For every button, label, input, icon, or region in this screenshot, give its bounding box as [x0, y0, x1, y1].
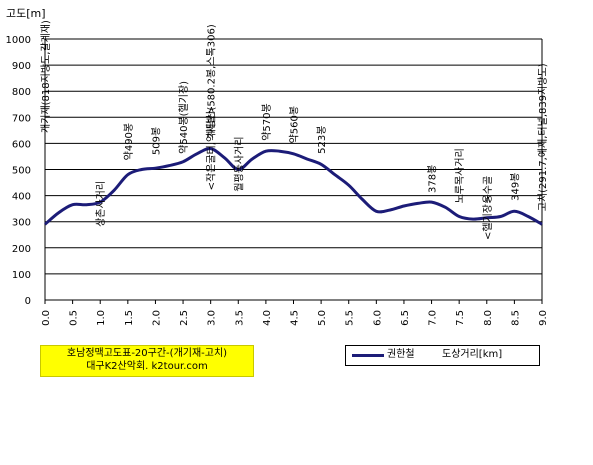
x-tick-label: 4.0	[262, 310, 273, 326]
x-tick-label: 5.5	[345, 310, 356, 326]
x-tick-label: 1.5	[124, 310, 135, 326]
y-tick-label: 700	[12, 113, 31, 124]
annotation-label: 약490봉	[123, 123, 135, 161]
chart-title: 호남정맥고도표-20구간-(개기재-고치)	[66, 348, 228, 359]
annotation-label: <헬기장>	[482, 196, 494, 240]
x-tick-label: 8.0	[483, 310, 494, 326]
x-tick-label: 2.0	[151, 310, 162, 326]
y-tick-label: 0	[25, 296, 31, 307]
x-tick-label: 4.5	[290, 310, 301, 326]
x-tick-label: 7.0	[428, 310, 439, 326]
x-tick-label: 6.5	[400, 310, 411, 326]
x-axis-label: 도상거리[km]	[442, 349, 503, 360]
annotation-label: 상촌사거리	[95, 181, 107, 227]
x-tick-label: 5.0	[317, 310, 328, 326]
x-tick-label: 9.0	[538, 310, 549, 326]
x-tick-label: 7.5	[455, 310, 466, 326]
annotation-label: 월평동사거리	[233, 136, 245, 191]
annotation-label: <작은굴터,억새밭>	[206, 106, 218, 190]
x-tick-label: 0.0	[41, 310, 52, 326]
y-tick-label: 200	[12, 244, 31, 255]
x-tick-label: 3.0	[207, 310, 218, 326]
annotation-label: 노루목사거리	[454, 148, 466, 203]
annotation-label: 고치(291.7,예재,터널,839지방도)	[537, 63, 549, 211]
annotation-label: 약570봉	[261, 103, 273, 141]
annotation-label: 349봉	[509, 173, 521, 201]
x-tick-label: 2.5	[179, 310, 190, 326]
x-tick-label: 6.0	[372, 310, 383, 326]
y-tick-label: 500	[12, 166, 31, 177]
x-tick-label: 8.5	[510, 310, 521, 326]
chart-subtitle: 대구K2산악회. k2tour.com	[86, 361, 208, 372]
annotation-label: 523봉	[316, 126, 328, 154]
y-tick-label: 100	[12, 270, 31, 281]
y-axis-label: 고도[m]	[6, 7, 46, 20]
annotation-label: 개기재(818지방도,갈계재)	[39, 20, 52, 133]
y-tick-label: 1000	[6, 35, 31, 46]
chart-title-box: 호남정맥고도표-20구간-(개기재-고치) 대구K2산악회. k2tour.co…	[40, 345, 254, 377]
y-tick-label: 800	[12, 87, 31, 98]
x-tick-label: 1.0	[96, 310, 107, 326]
legend: 권한철 도상거리[km]	[345, 345, 540, 366]
annotation-label: 509봉	[150, 127, 162, 155]
annotation-label: 계당산(580.2봉,스톡306)	[206, 24, 218, 138]
legend-series-name: 권한철	[387, 349, 415, 360]
legend-line-swatch	[352, 354, 384, 357]
annotation-label: 약540봉(헬기장)	[178, 81, 190, 154]
y-tick-label: 900	[12, 61, 31, 72]
y-tick-label: 600	[12, 139, 31, 150]
series-line-0	[44, 147, 543, 226]
y-tick-label: 400	[12, 192, 31, 203]
annotation-label: 약560봉	[289, 106, 301, 144]
y-tick-label: 300	[12, 218, 31, 229]
x-tick-label: 3.5	[234, 310, 245, 326]
x-tick-label: 0.5	[69, 310, 80, 326]
annotation-label: 옹수골	[482, 176, 494, 204]
annotation-label: 378봉	[427, 165, 439, 193]
